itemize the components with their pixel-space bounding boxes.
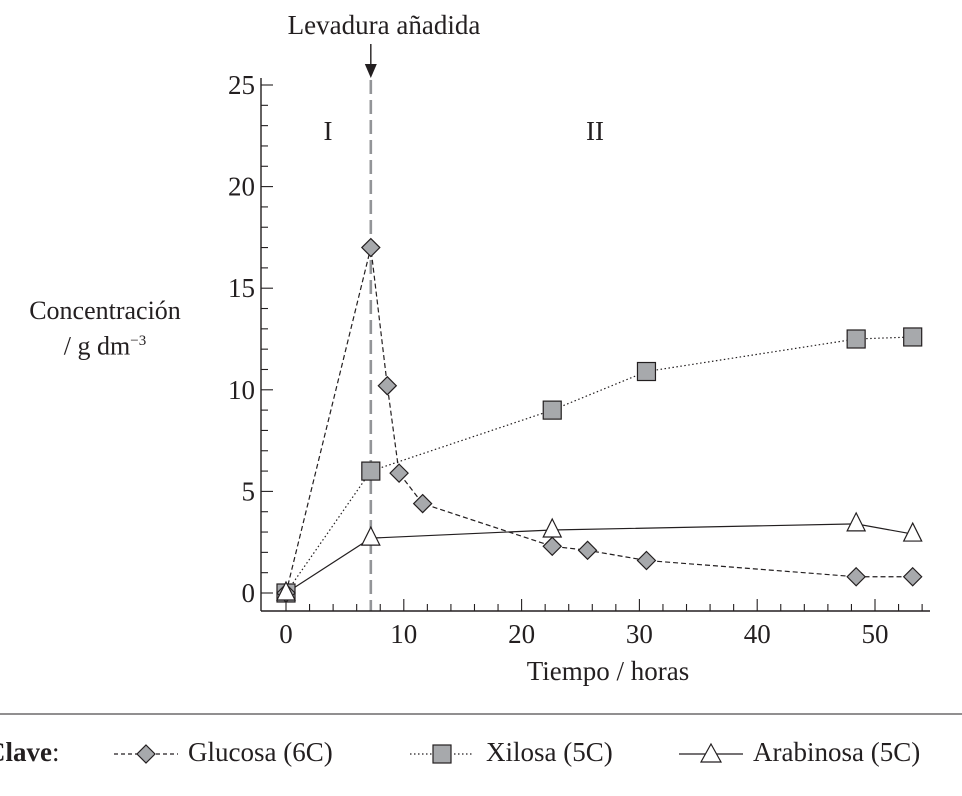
point-glucosa (577, 540, 598, 561)
series-lines (285, 247, 913, 594)
point-xilosa (636, 361, 657, 382)
y-axis-label-line1: Concentración (29, 296, 181, 325)
x-tick-label: 30 (626, 619, 653, 649)
x-tick-label: 0 (279, 619, 293, 649)
legend-label-glucosa: Glucosa (6C) (188, 737, 333, 767)
point-glucosa (542, 536, 563, 557)
x-tick-label: 20 (508, 619, 535, 649)
x-tick-label: 40 (744, 619, 771, 649)
y-tick-label: 15 (228, 273, 255, 303)
annotation-label: Levadura añadida (288, 10, 481, 40)
point-glucosa (389, 463, 409, 483)
point-xilosa (903, 327, 923, 347)
point-arabinosa (360, 525, 381, 546)
square-marker-icon (410, 744, 474, 764)
y-tick-label: 25 (228, 70, 255, 100)
point-glucosa (846, 566, 867, 587)
y-tick-label: 20 (228, 172, 255, 202)
legend-heading-colon: : (51, 737, 60, 767)
series-markers (276, 237, 923, 603)
region-label-ii: II (586, 116, 604, 146)
point-glucosa (377, 375, 398, 396)
series-line-3 (285, 523, 913, 594)
point-arabinosa (846, 511, 867, 532)
point-glucosa (412, 493, 433, 514)
legend-label-arabinosa: Arabinosa (5C) (753, 737, 921, 767)
x-axis-label: Tiempo / horas (527, 656, 690, 686)
legend-heading: Clave: (0, 737, 60, 768)
legend-label-xilosa: Xilosa (5C) (486, 737, 613, 767)
region-label-i: I (324, 116, 333, 146)
y-tick-label: 0 (242, 578, 256, 608)
point-glucosa (636, 550, 657, 571)
series-line-1 (285, 247, 913, 594)
y-tick-label: 10 (228, 375, 255, 405)
x-tick-label: 50 (862, 619, 889, 649)
point-arabinosa (902, 521, 923, 542)
axes: 0 5 10 15 20 25 0 10 20 30 40 50 (228, 70, 930, 649)
point-arabinosa (542, 517, 563, 538)
y-axis-label-line2: / g dm−3 (0, 326, 210, 362)
y-tick-label: 5 (242, 476, 256, 506)
y-axis-label-exponent: −3 (130, 333, 147, 349)
legend-heading-text: Clave (0, 737, 52, 767)
x-tick-label: 10 (390, 619, 417, 649)
chart-area: Levadura añadida 0 5 10 15 20 25 0 10 20 30 40 50 I… (0, 10, 962, 715)
diamond-marker-icon (114, 744, 178, 764)
region-labels: I II (324, 116, 604, 146)
arrow-head-icon (364, 64, 377, 78)
point-xilosa (361, 461, 381, 481)
point-glucosa (360, 237, 381, 258)
y-axis-label-unit: / g dm (63, 331, 131, 361)
point-arabinosa (276, 580, 296, 601)
triangle-marker-icon (679, 742, 743, 763)
point-glucosa (902, 566, 923, 587)
legend: Clave: Glucosa (6C) Xilosa (5C) Arabinos… (0, 730, 962, 790)
point-xilosa (542, 400, 562, 420)
y-axis-label: Concentración / g dm−3 (0, 296, 210, 362)
annotation-arrow (364, 44, 377, 611)
point-xilosa (846, 329, 866, 349)
